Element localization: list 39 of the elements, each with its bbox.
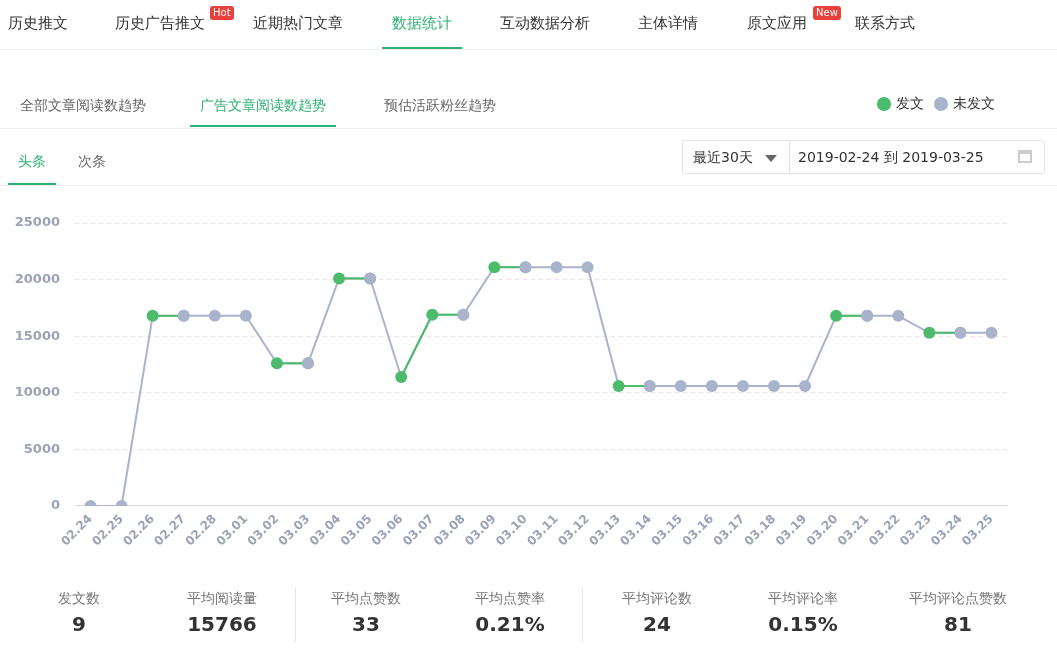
text: 0.21% xyxy=(474,612,546,636)
text: 历史推文 xyxy=(8,14,68,34)
text: 全部文章阅读数趋势 xyxy=(20,97,146,115)
text: 33 xyxy=(351,612,381,636)
y-tick-label: 10000 xyxy=(14,384,60,400)
text: 2019-02-24 到 2019-03-25 xyxy=(798,149,984,167)
text: 联系方式 xyxy=(855,14,915,34)
text: 原文应用 xyxy=(747,14,807,34)
text: 预估活跃粉丝趋势 xyxy=(384,97,496,115)
text: 24 xyxy=(642,612,672,636)
text: 发文数 xyxy=(57,590,101,608)
text: 头条 xyxy=(8,153,56,185)
y-tick-label: 25000 xyxy=(14,214,60,230)
text: 平均评论率 xyxy=(767,590,839,608)
text: 近期热门文章 xyxy=(253,14,343,34)
text: 平均点赞数 xyxy=(330,590,402,608)
y-tick-label: 0 xyxy=(50,497,60,513)
text: 数据统计 xyxy=(382,14,462,49)
text: 主体详情 xyxy=(638,14,698,34)
text: New xyxy=(813,6,841,20)
text: 次条 xyxy=(78,153,106,171)
text: 0.15% xyxy=(767,612,839,636)
text: 历史广告推文 xyxy=(115,14,205,34)
text: 平均评论数 xyxy=(621,590,693,608)
text: 平均点赞率 xyxy=(474,590,546,608)
text: 9 xyxy=(71,612,87,636)
text: 平均评论点赞数 xyxy=(908,590,1008,608)
text: 平均阅读量 xyxy=(186,590,258,608)
y-tick-label: 15000 xyxy=(14,327,60,343)
text: 互动数据分析 xyxy=(500,14,590,34)
text: 最近30天 xyxy=(693,149,753,167)
text: Hot xyxy=(210,6,234,20)
y-tick-label: 20000 xyxy=(14,270,60,286)
text: 15766 xyxy=(186,612,258,636)
text: 广告文章阅读数趋势 xyxy=(190,97,336,127)
text: 81 xyxy=(943,612,973,636)
y-tick-label: 5000 xyxy=(23,440,60,456)
legend-label: 发文 xyxy=(896,94,924,111)
legend-label: 未发文 xyxy=(953,94,995,111)
